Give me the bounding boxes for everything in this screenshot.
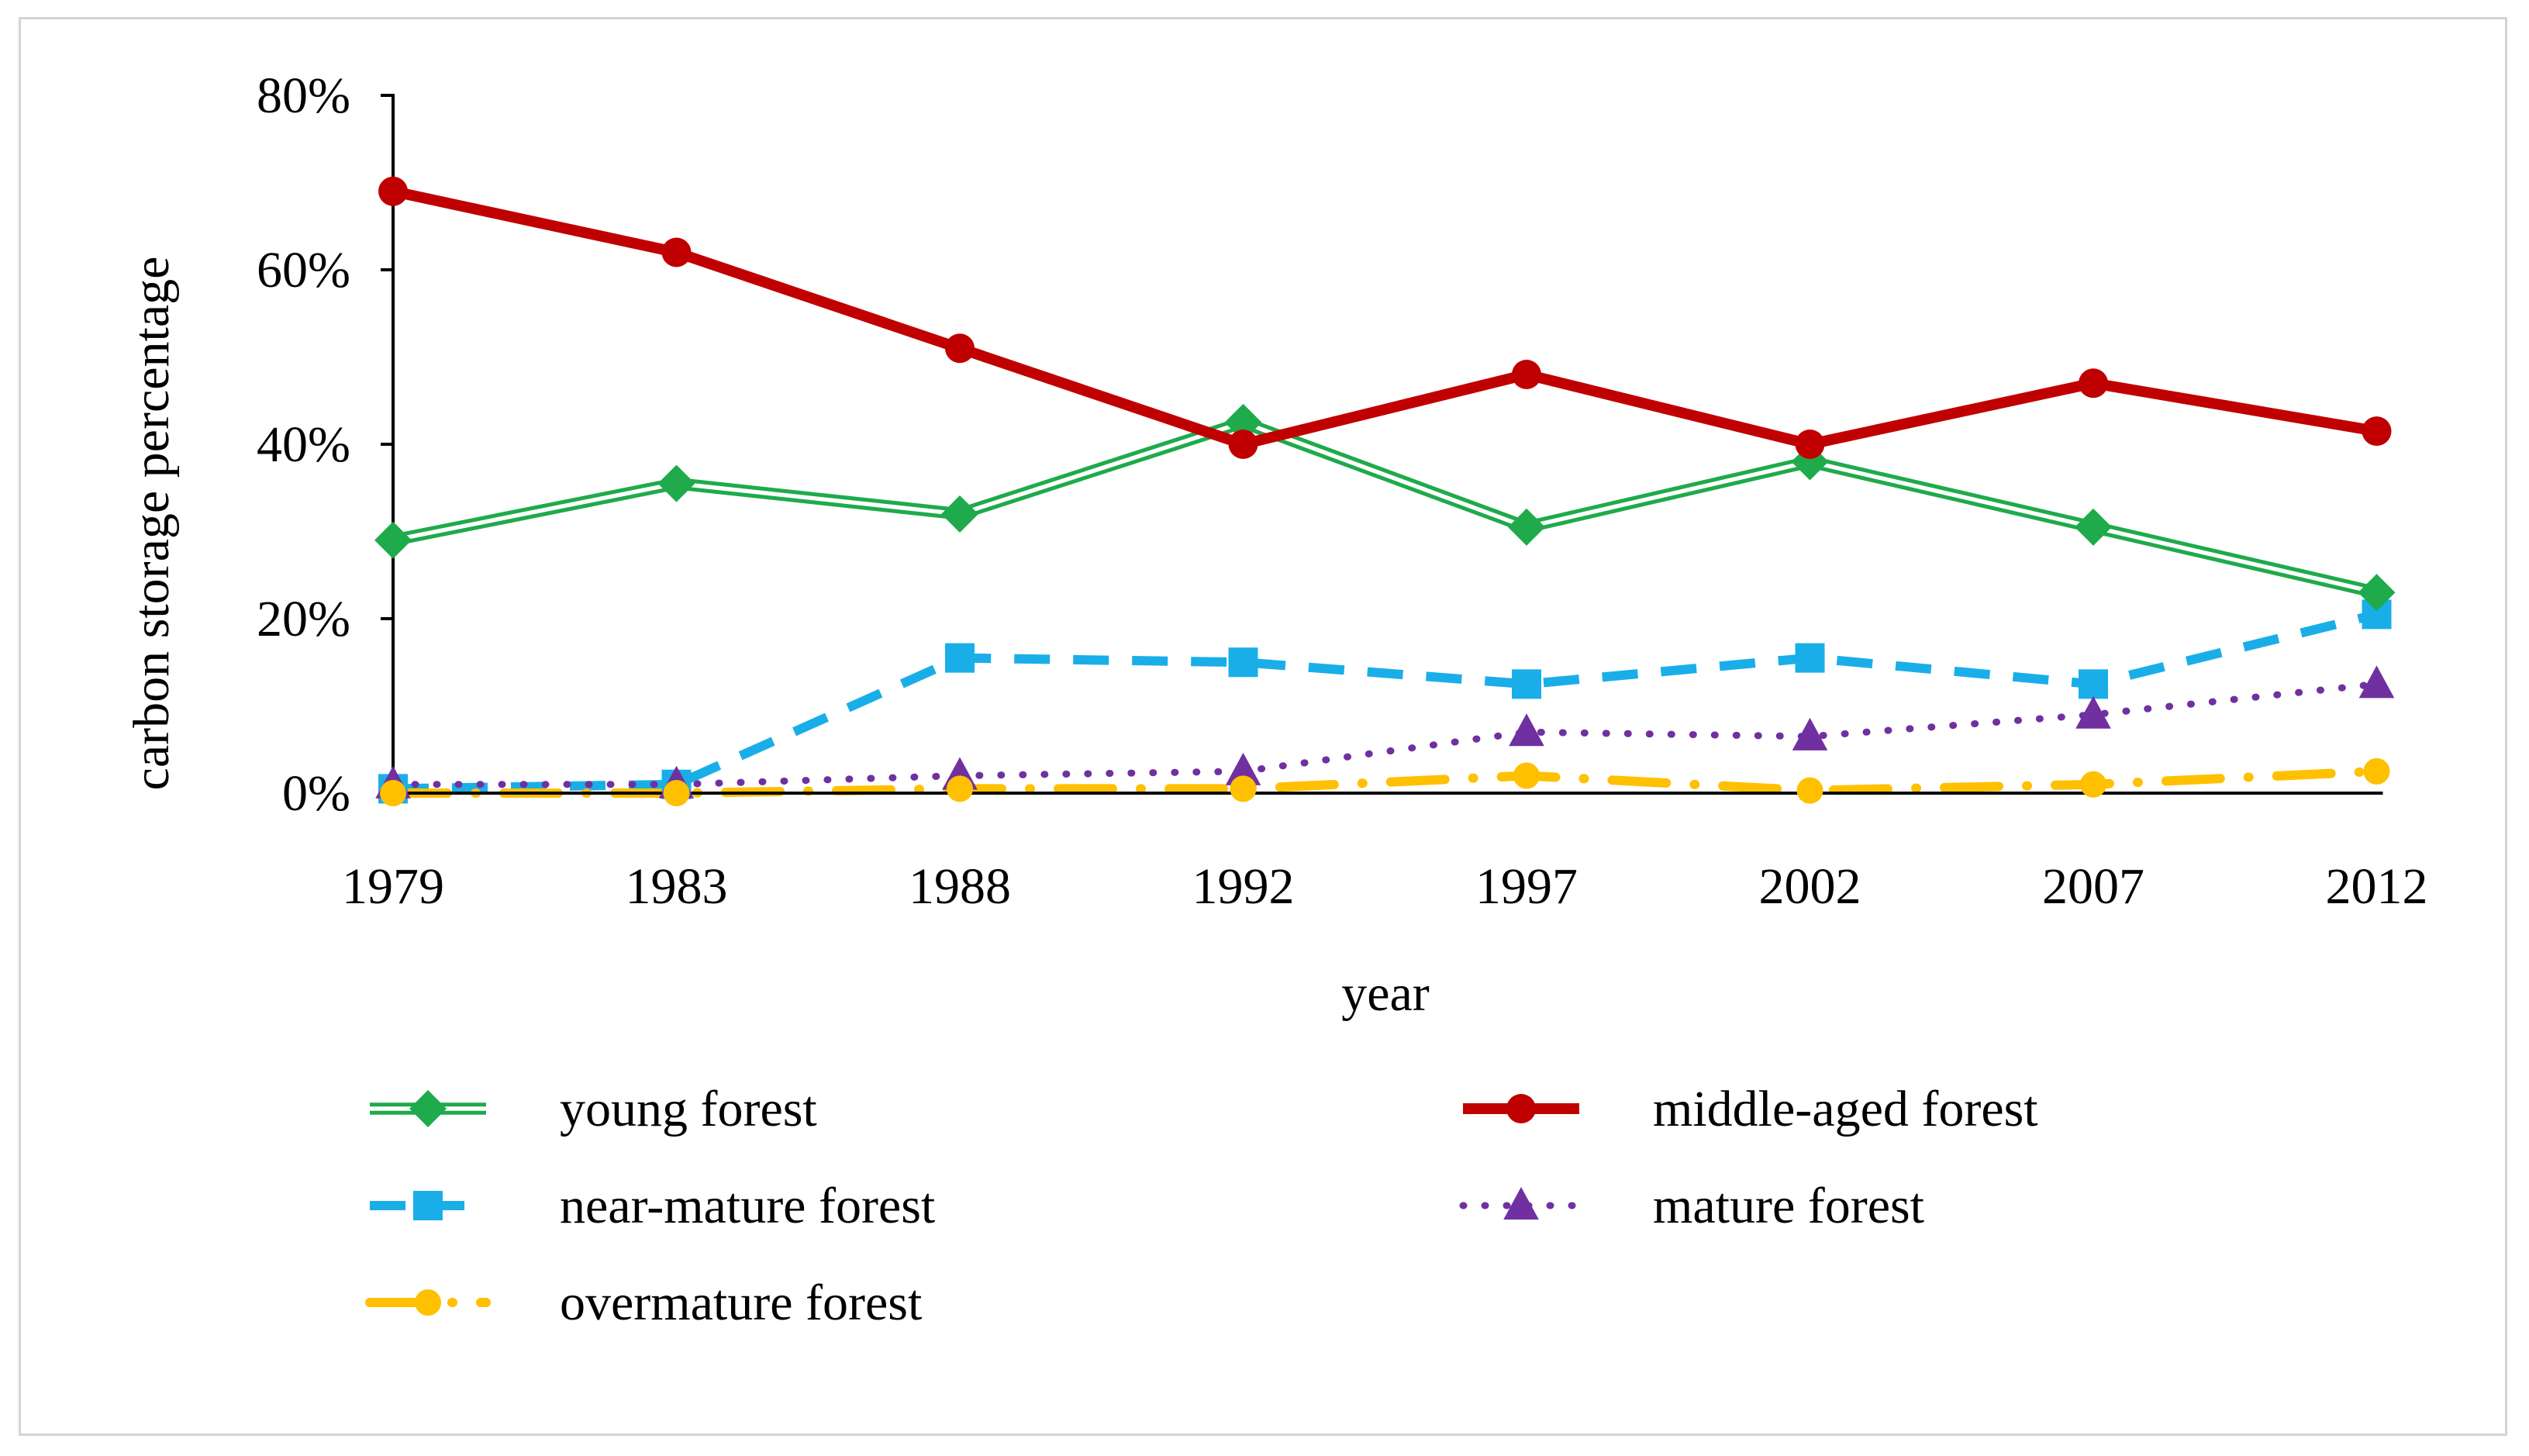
x-axis-ticks: 1979 1983 1988 1992 1997 2002 2007 2012 (342, 858, 2428, 915)
x-tick-label: 2007 (2042, 858, 2144, 915)
legend-marker-near (413, 1191, 443, 1220)
axes (392, 94, 2383, 795)
data-point-near (1795, 643, 1825, 673)
data-point-young (374, 521, 412, 559)
data-point-near (2079, 669, 2108, 699)
series-markers (374, 176, 2396, 806)
data-point-over (1513, 762, 1540, 789)
legend-label-mature: mature forest (1653, 1178, 1924, 1234)
y-tick-label: 20% (257, 591, 350, 647)
data-point-near (1228, 647, 1258, 678)
legend-label-over: overmature forest (560, 1275, 922, 1331)
x-tick-label: 1997 (1475, 858, 1578, 915)
y-tick-label: 60% (257, 242, 350, 298)
y-axis-label: carbon storage percentage (123, 257, 180, 791)
legend-marker-middle (1506, 1094, 1536, 1123)
series-line-young (392, 416, 2379, 599)
y-axis-ticks: 0% 20% 40% 60% 80% (257, 67, 393, 822)
y-tick-label: 0% (282, 765, 350, 822)
series-line-middle (392, 185, 2378, 450)
data-point-middle (1228, 430, 1258, 459)
data-point-mature (1792, 717, 1828, 750)
x-tick-label: 1992 (1192, 858, 1295, 915)
data-point-mature (1509, 713, 1544, 747)
data-point-middle (378, 176, 408, 206)
y-tick-label: 40% (257, 416, 350, 473)
data-point-young (1224, 403, 1262, 441)
chart-frame: 0% 20% 40% 60% 80% 1979 1983 1988 1992 1997 2002 2… (19, 17, 2507, 1436)
data-point-near (945, 643, 975, 673)
legend-label-near: near-mature forest (560, 1178, 935, 1234)
legend-marker-mature (1503, 1187, 1539, 1220)
data-point-young (2358, 574, 2396, 612)
x-tick-label: 2002 (1759, 858, 1861, 915)
data-point-middle (2079, 368, 2108, 399)
legend-label-middle: middle-aged forest (1653, 1081, 2038, 1137)
data-point-middle (1795, 430, 1825, 459)
x-tick-label: 1983 (626, 858, 728, 915)
legend: young forest middle-aged forest near-matur… (365, 1081, 2038, 1331)
data-point-near (1512, 669, 1541, 699)
x-tick-label: 1979 (342, 858, 444, 915)
data-point-over (663, 780, 690, 806)
data-point-over (1230, 775, 1257, 802)
data-point-middle (2362, 416, 2392, 447)
series-lines (388, 185, 2382, 798)
data-point-middle (661, 237, 692, 267)
x-tick-label: 1988 (909, 858, 1011, 915)
data-point-young (1508, 508, 1545, 546)
series-line-near (392, 609, 2378, 794)
data-point-mature (1225, 752, 1261, 785)
data-point-over (380, 780, 406, 806)
legend-marker-young (409, 1090, 447, 1127)
data-point-over (2363, 757, 2390, 785)
data-point-young (941, 495, 978, 533)
data-point-middle (945, 333, 975, 364)
data-point-over (2080, 771, 2106, 798)
legend-label-young: young forest (560, 1081, 817, 1137)
data-point-young (2075, 508, 2112, 546)
y-tick-label: 80% (257, 67, 350, 124)
line-chart: 0% 20% 40% 60% 80% 1979 1983 1988 1992 1997 2002 2… (123, 67, 2428, 1331)
x-tick-label: 2012 (2326, 858, 2428, 915)
data-point-middle (1512, 360, 1541, 389)
x-axis-label: year (1341, 965, 1430, 1022)
data-point-over (947, 775, 973, 802)
data-point-young (657, 464, 695, 502)
legend-marker-over (415, 1289, 441, 1316)
data-point-mature (2075, 695, 2111, 729)
series-line-young-inner (392, 420, 2378, 595)
data-point-mature (2358, 665, 2395, 699)
series-line-mature (389, 680, 2380, 788)
data-point-over (1796, 777, 1823, 804)
